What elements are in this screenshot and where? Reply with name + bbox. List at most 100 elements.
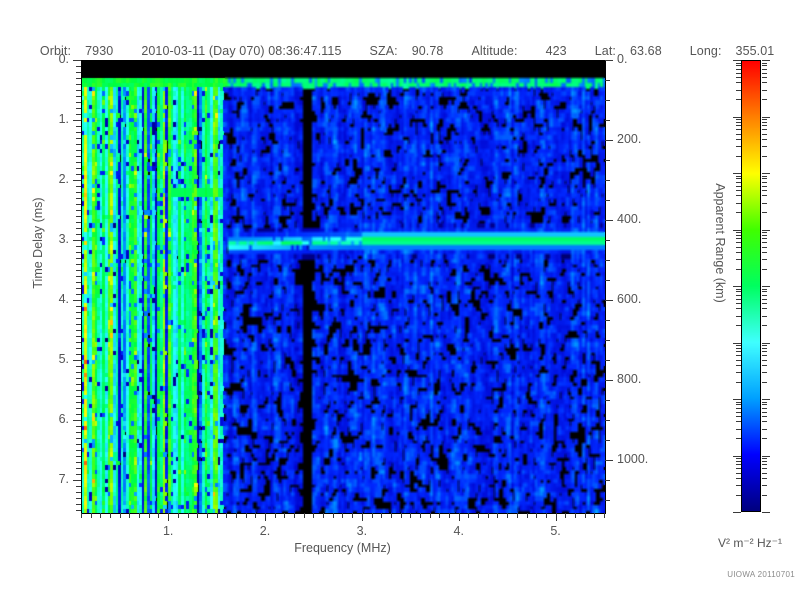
colorbar-tick [762, 416, 767, 417]
colorbar-tick [736, 382, 741, 383]
left-axis-tick [76, 66, 81, 67]
left-axis-tick [76, 426, 81, 427]
x-axis-tick [197, 513, 198, 518]
colorbar-tick [733, 512, 741, 513]
right-axis-tick [605, 180, 610, 181]
x-axis-tick [265, 513, 266, 521]
right-axis-tick [605, 200, 610, 201]
colorbar-tick [736, 122, 741, 123]
colorbar-tick [733, 286, 741, 287]
left-axis-tick [76, 108, 81, 109]
colorbar-tick [736, 139, 741, 140]
left-axis-tick-label: 6. [58, 412, 69, 426]
colorbar-tick [733, 117, 741, 118]
left-axis-title: Time Delay (ms) [31, 197, 45, 289]
colorbar-tick [736, 308, 741, 309]
x-axis-tick [188, 513, 189, 518]
colorbar-tick [762, 134, 767, 135]
x-axis-tick [594, 513, 595, 518]
colorbar-tick [736, 291, 741, 292]
x-axis-tick-label: 1. [162, 524, 174, 538]
colorbar-tick [762, 77, 767, 78]
left-axis-tick [76, 306, 81, 307]
colorbar-tick [736, 421, 741, 422]
left-axis-tick [76, 78, 81, 79]
colorbar-tick [736, 65, 741, 66]
colorbar-tick [736, 416, 741, 417]
left-axis-tick [76, 144, 81, 145]
colorbar-tick [762, 461, 767, 462]
colorbar-tick [762, 203, 767, 204]
right-axis-tick [605, 280, 610, 281]
colorbar-tick [762, 485, 767, 486]
colorbar-tick [736, 345, 741, 346]
left-axis-tick [73, 480, 81, 481]
left-axis-tick [76, 264, 81, 265]
x-axis-tick [391, 513, 392, 518]
colorbar-tick [736, 365, 741, 366]
left-axis-tick [73, 360, 81, 361]
colorbar-tick [762, 291, 767, 292]
colorbar-tick [762, 73, 767, 74]
x-axis-tick [575, 513, 576, 518]
right-axis-tick [605, 360, 610, 361]
x-axis-tick [585, 513, 586, 518]
left-axis-tick [76, 336, 81, 337]
colorbar-tick [762, 372, 767, 373]
left-axis-tick-label: 5. [58, 352, 69, 366]
colorbar-tick [733, 399, 741, 400]
left-axis-tick [76, 288, 81, 289]
left-axis-tick [76, 366, 81, 367]
left-axis-tick [76, 390, 81, 391]
x-axis-tick [323, 513, 324, 518]
colorbar-tick [736, 372, 741, 373]
colorbar-tick [736, 473, 741, 474]
x-axis-tick [488, 513, 489, 518]
colorbar-tick [736, 119, 741, 120]
left-axis-tick [76, 486, 81, 487]
ionogram-plot-area [81, 60, 606, 514]
colorbar-tick [762, 139, 767, 140]
left-axis-tick [76, 324, 81, 325]
left-axis-tick-label: 4. [58, 292, 69, 306]
colorbar-tick [762, 286, 770, 287]
left-axis-tick [76, 330, 81, 331]
right-axis-tick [605, 320, 610, 321]
left-axis-tick [76, 96, 81, 97]
x-axis-tick [420, 513, 421, 518]
left-axis-tick [76, 396, 81, 397]
x-axis-tick [410, 513, 411, 518]
left-axis-tick [76, 408, 81, 409]
colorbar-tick [762, 247, 767, 248]
left-axis-tick [76, 132, 81, 133]
right-axis-tick [605, 460, 613, 461]
colorbar-tick [733, 230, 741, 231]
right-axis-tick [605, 220, 613, 221]
header-datetime: 2010-03-11 (Day 070) 08:36:47.115 [141, 44, 342, 58]
left-axis-tick-label: 7. [58, 472, 69, 486]
colorbar-tick [762, 421, 767, 422]
right-axis-tick [605, 100, 610, 101]
colorbar-tick [762, 259, 767, 260]
left-axis-tick [76, 162, 81, 163]
left-axis-tick [76, 414, 81, 415]
x-axis-tick [342, 513, 343, 518]
colorbar-tick [736, 186, 741, 187]
colorbar-tick [736, 252, 741, 253]
right-axis-tick [605, 120, 610, 121]
colorbar-tick [762, 308, 767, 309]
x-axis-tick [401, 513, 402, 518]
header-orbit-label: Orbit: [39, 44, 72, 58]
colorbar-tick [736, 125, 741, 126]
x-axis-tick [565, 513, 566, 518]
colorbar-tick [762, 182, 767, 183]
x-axis-tick [478, 513, 479, 518]
right-axis-tick-label: 1000. [617, 452, 649, 466]
colorbar-tick [736, 99, 741, 100]
x-axis-tick [91, 513, 92, 518]
colorbar-tick [762, 295, 767, 296]
right-axis-tick-label: 400. [617, 212, 642, 226]
x-axis-tick [333, 513, 334, 518]
colorbar-tick [736, 238, 741, 239]
header-sza-value: 90.78 [411, 44, 444, 58]
